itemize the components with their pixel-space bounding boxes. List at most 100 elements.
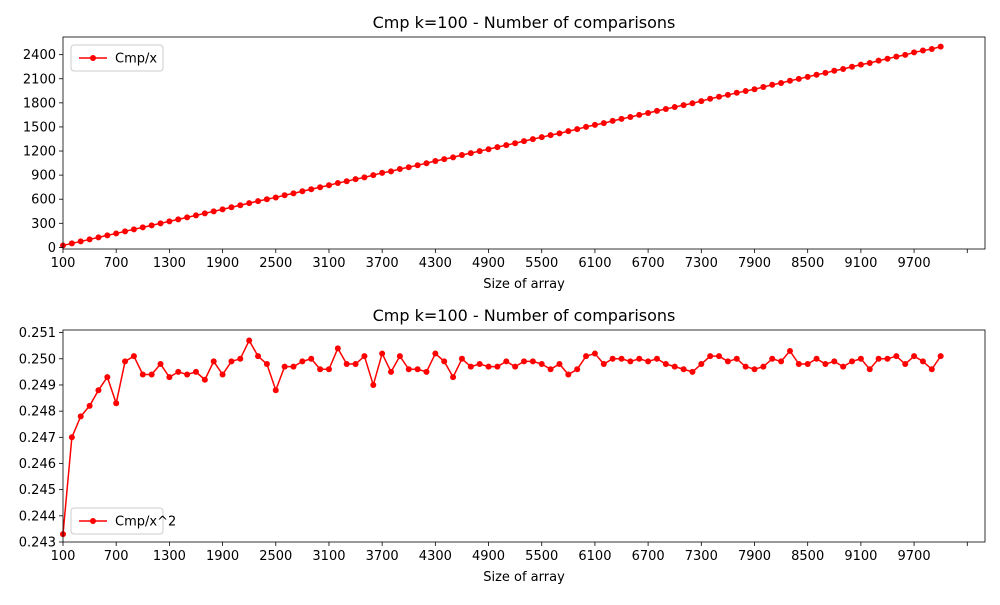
data-point <box>760 84 767 90</box>
data-point <box>778 80 785 87</box>
y-tick-label: 0.246 <box>19 457 56 472</box>
data-point <box>352 361 359 368</box>
x-tick-label: 700 <box>104 256 129 271</box>
y-axis: 0 300 600 900 1200 1500 1800 2100 2400 <box>23 48 63 256</box>
x-tick-label: 3700 <box>366 256 399 271</box>
data-point <box>414 162 421 169</box>
data-point <box>653 107 660 114</box>
data-point <box>192 212 199 219</box>
data-point <box>228 358 235 365</box>
data-point <box>928 46 935 52</box>
data-point <box>786 347 793 354</box>
y-tick-label: 0.244 <box>19 509 56 524</box>
data-point <box>210 358 217 365</box>
data-point <box>733 355 740 362</box>
y-tick-label: 2100 <box>23 72 56 87</box>
data-point <box>467 363 474 370</box>
data-point <box>503 358 510 365</box>
data-point <box>263 361 270 368</box>
data-point <box>113 400 120 407</box>
data-point <box>77 238 84 245</box>
data-point <box>458 151 465 158</box>
data-point <box>919 358 926 365</box>
y-tick-label: 0.250 <box>19 352 56 367</box>
data-point <box>778 358 785 365</box>
data-point <box>281 363 288 370</box>
data-point <box>113 230 120 237</box>
data-point <box>521 138 527 145</box>
data-point <box>636 355 643 362</box>
data-point <box>583 123 590 130</box>
data-point <box>77 413 84 420</box>
data-point <box>547 132 554 139</box>
data-point <box>574 366 581 373</box>
data-point <box>565 371 572 378</box>
data-point <box>139 371 146 378</box>
data-point <box>645 110 652 117</box>
data-point <box>361 353 368 360</box>
data-point <box>671 104 678 111</box>
data-point <box>246 337 253 344</box>
data-point <box>104 232 111 239</box>
data-point <box>95 387 102 394</box>
data-point <box>405 164 412 171</box>
data-point <box>849 358 856 365</box>
x-tick-label: 7900 <box>738 549 771 564</box>
data-point <box>512 140 519 147</box>
data-point <box>795 361 802 368</box>
legend: Cmp/x <box>70 44 164 72</box>
x-tick-label: 9700 <box>898 549 931 564</box>
data-point <box>308 186 315 193</box>
data-point <box>902 361 909 368</box>
legend-marker-swatch <box>90 55 96 61</box>
data-point <box>299 188 306 195</box>
y-tick-label: 0.248 <box>19 405 56 420</box>
x-axis: 100 700 1300 1900 2500 3100 3700 4300 4900 5500 61… <box>51 542 968 585</box>
x-tick-label: 6100 <box>578 256 611 271</box>
data-point <box>396 353 403 360</box>
data-point <box>928 366 935 373</box>
data-point <box>804 361 811 368</box>
data-point <box>476 148 483 155</box>
data-point <box>857 355 864 362</box>
data-point <box>769 81 776 88</box>
data-point <box>751 366 758 373</box>
y-tick-label: 0.251 <box>19 326 56 341</box>
x-tick-label: 4900 <box>472 549 505 564</box>
data-point <box>352 176 359 183</box>
x-tick-label: 100 <box>51 549 76 564</box>
data-point <box>201 376 208 383</box>
x-tick-label: 5500 <box>525 256 558 271</box>
data-point <box>627 358 634 365</box>
data-point <box>184 371 191 378</box>
data-point <box>512 363 519 370</box>
data-point <box>130 226 137 233</box>
data-point <box>742 363 749 370</box>
data-point <box>529 136 536 143</box>
data-point <box>893 353 900 360</box>
data-point <box>325 182 332 189</box>
x-tick-label: 8500 <box>791 549 824 564</box>
x-tick-label: 8500 <box>791 256 824 271</box>
axes-frame <box>62 329 986 543</box>
x-tick-label: 3100 <box>312 549 345 564</box>
series-1 <box>60 337 944 538</box>
data-point <box>334 345 341 352</box>
data-point <box>494 363 501 370</box>
y-tick-label: 0.243 <box>19 536 56 551</box>
y-axis: 0.243 0.244 0.245 0.246 0.247 0.248 0.249 0.250… <box>19 326 63 551</box>
data-point <box>388 168 395 175</box>
y-tick-label: 0.247 <box>19 431 56 446</box>
legend-label: Cmp/x <box>115 52 157 67</box>
data-point <box>822 361 829 368</box>
data-point <box>707 353 714 360</box>
data-point <box>902 51 909 58</box>
data-point <box>370 381 377 388</box>
data-point <box>822 69 829 76</box>
x-tick-label: 1900 <box>206 256 239 271</box>
x-tick-label: 3100 <box>312 256 345 271</box>
data-point <box>804 73 811 80</box>
data-point <box>875 355 882 362</box>
